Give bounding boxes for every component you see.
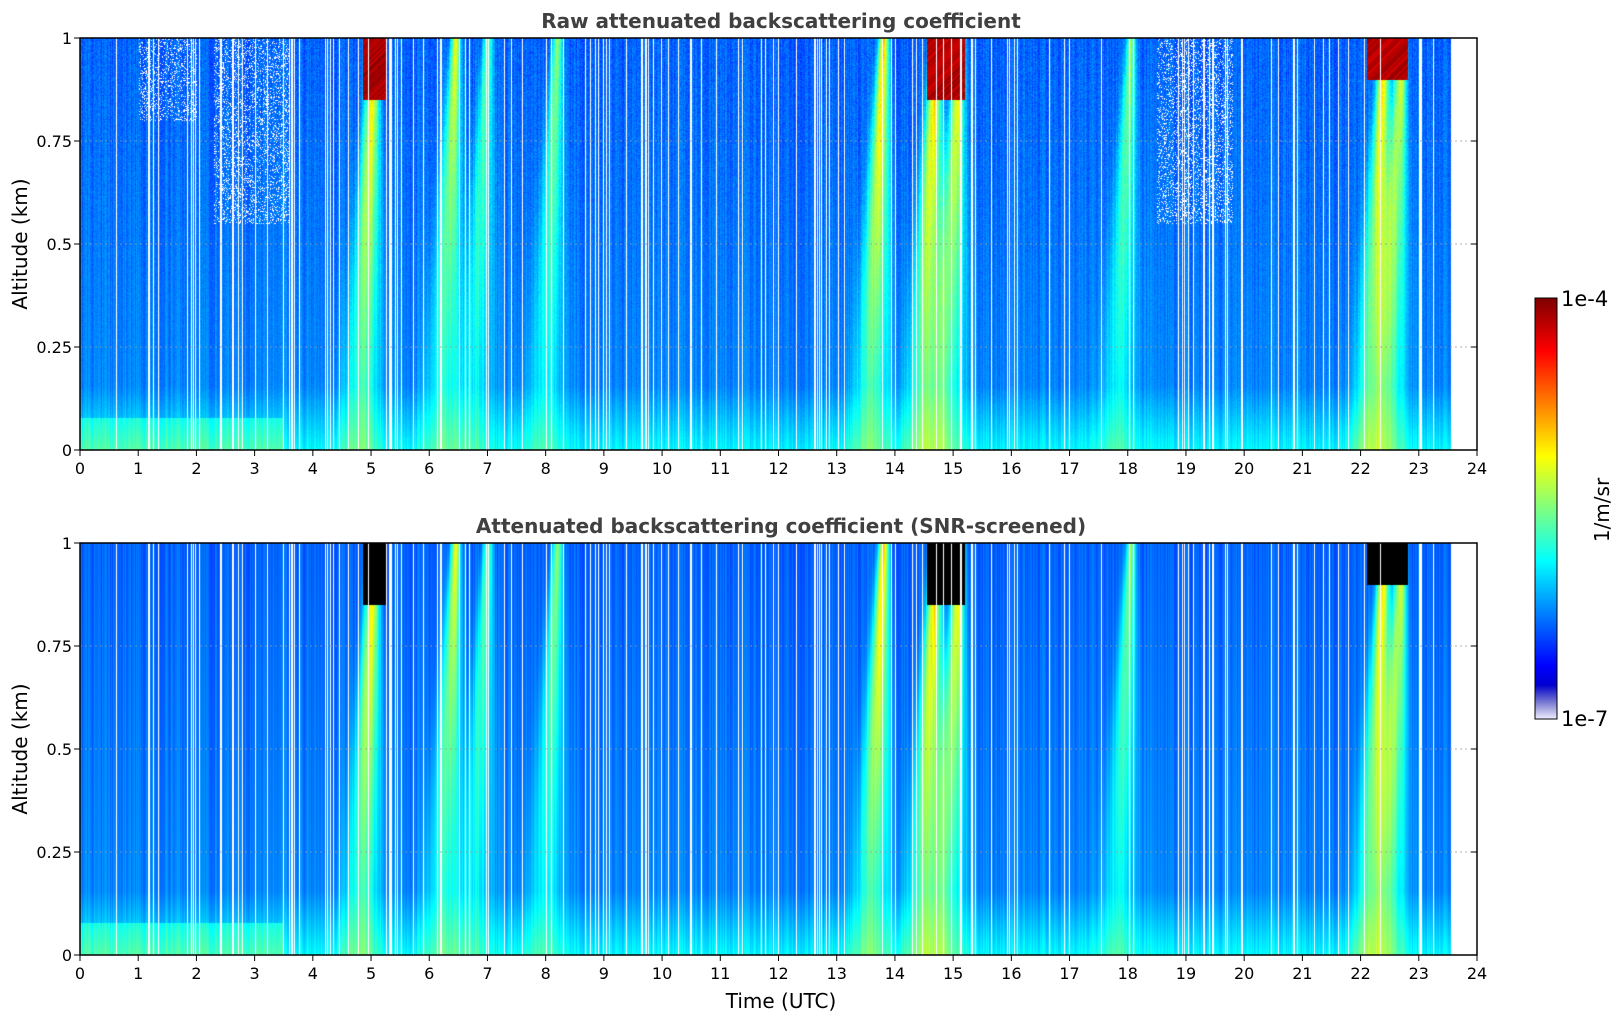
y-tick-label: 1 (62, 29, 72, 48)
x-tick-label: 19 (1176, 459, 1196, 478)
x-tick-label: 8 (541, 964, 551, 983)
x-tick-label: 5 (366, 459, 376, 478)
colorbar-max-label: 1e-4 (1561, 287, 1608, 311)
x-tick-label: 11 (710, 964, 730, 983)
y-tick-label: 0 (62, 441, 72, 460)
x-tick-label: 14 (885, 459, 905, 478)
heatmap-area (80, 38, 1477, 450)
panel-raw: Raw attenuated backscattering coefficien… (8, 9, 1487, 478)
x-tick-label: 19 (1176, 964, 1196, 983)
x-tick-label: 2 (191, 964, 201, 983)
x-tick-label: 3 (250, 964, 260, 983)
x-tick-label: 22 (1350, 964, 1370, 983)
y-tick-label: 0.25 (36, 338, 72, 357)
y-axis: 0 0.25 0.5 0.75 1 (36, 534, 1477, 965)
x-tick-label: 22 (1350, 459, 1370, 478)
x-tick-label: 4 (308, 459, 318, 478)
y-tick-label: 0.5 (47, 740, 72, 759)
x-tick-label: 11 (710, 459, 730, 478)
colorbar-gradient (1535, 298, 1557, 719)
x-tick-label: 1 (133, 459, 143, 478)
x-tick-label: 8 (541, 459, 551, 478)
x-tick-label: 24 (1467, 459, 1487, 478)
x-tick-label: 17 (1059, 459, 1079, 478)
y-tick-label: 1 (62, 534, 72, 553)
x-tick-label: 24 (1467, 964, 1487, 983)
x-tick-label: 6 (424, 964, 434, 983)
x-tick-label: 6 (424, 459, 434, 478)
x-tick-label: 21 (1292, 964, 1312, 983)
x-tick-label: 12 (768, 459, 788, 478)
colorbar-min-label: 1e-7 (1561, 707, 1608, 731)
y-tick-label: 0.5 (47, 235, 72, 254)
x-tick-label: 2 (191, 459, 201, 478)
x-tick-label: 1 (133, 964, 143, 983)
x-tick-label: 21 (1292, 459, 1312, 478)
x-tick-label: 16 (1001, 964, 1021, 983)
x-tick-label: 23 (1409, 459, 1429, 478)
y-tick-label: 0.75 (36, 132, 72, 151)
x-tick-label: 17 (1059, 964, 1079, 983)
panel-screened: Attenuated backscattering coefficient (S… (8, 514, 1487, 1013)
x-tick-label: 9 (599, 964, 609, 983)
x-tick-label: 10 (652, 459, 672, 478)
y-tick-label: 0.25 (36, 843, 72, 862)
x-tick-label: 15 (943, 964, 963, 983)
panel-title: Raw attenuated backscattering coefficien… (541, 9, 1021, 33)
x-tick-label: 10 (652, 964, 672, 983)
x-tick-label: 3 (250, 459, 260, 478)
x-tick-label: 18 (1118, 964, 1138, 983)
x-tick-label: 7 (482, 964, 492, 983)
y-tick-label: 0 (62, 946, 72, 965)
y-axis: 0 0.25 0.5 0.75 1 (36, 29, 1477, 460)
panel-title: Attenuated backscattering coefficient (S… (476, 514, 1086, 538)
x-tick-label: 7 (482, 459, 492, 478)
x-tick-label: 18 (1118, 459, 1138, 478)
x-tick-label: 13 (827, 459, 847, 478)
x-tick-label: 20 (1234, 964, 1254, 983)
x-axis-label: Time (UTC) (725, 989, 837, 1013)
x-tick-label: 0 (75, 964, 85, 983)
y-axis-label: Altitude (km) (8, 683, 32, 814)
heatmap-image (80, 543, 1477, 955)
x-tick-label: 12 (768, 964, 788, 983)
colorbar-frame (1534, 297, 1558, 720)
x-tick-label: 16 (1001, 459, 1021, 478)
x-axis: 0 1 2 3 4 5 6 7 8 9 10 11 12 13 14 15 16 17 18 19 20 21 22 23 24 (75, 450, 1487, 478)
y-tick-label: 0.75 (36, 637, 72, 656)
heatmap-area (80, 543, 1477, 955)
y-axis-label: Altitude (km) (8, 178, 32, 309)
x-tick-label: 23 (1409, 964, 1429, 983)
colorbar: 1e-4 1e-7 1/m/sr (1534, 287, 1614, 731)
x-tick-label: 20 (1234, 459, 1254, 478)
x-axis: 0 1 2 3 4 5 6 7 8 9 10 11 12 13 14 15 16 17 18 19 20 21 22 23 24 (75, 955, 1487, 983)
colorbar-label: 1/m/sr (1590, 477, 1614, 542)
x-tick-label: 13 (827, 964, 847, 983)
x-tick-label: 0 (75, 459, 85, 478)
x-tick-label: 5 (366, 964, 376, 983)
heatmap-image (80, 38, 1477, 450)
x-tick-label: 15 (943, 459, 963, 478)
x-tick-label: 14 (885, 964, 905, 983)
x-tick-label: 9 (599, 459, 609, 478)
x-tick-label: 4 (308, 964, 318, 983)
